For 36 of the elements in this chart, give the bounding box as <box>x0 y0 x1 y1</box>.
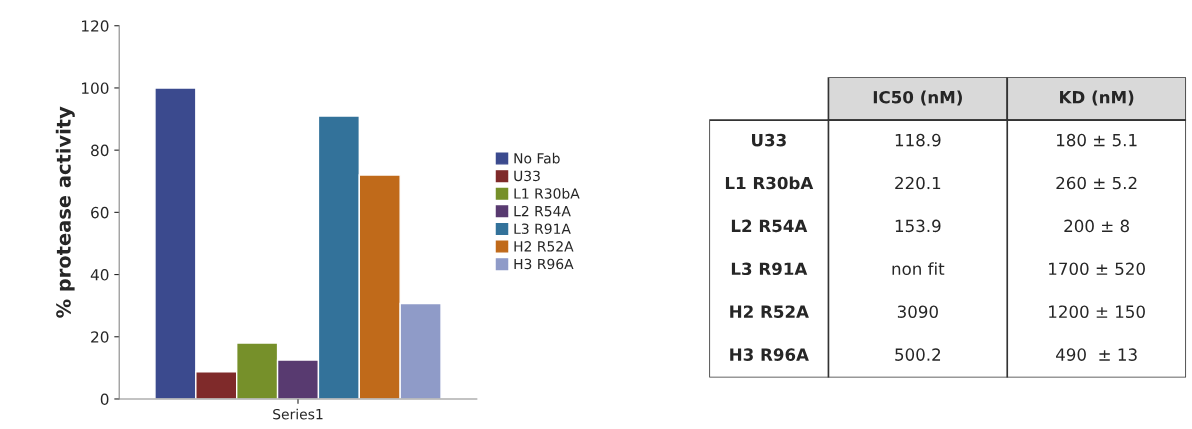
legend-label: L1 R30bA <box>514 188 580 199</box>
y-tick-label: 40 <box>90 269 109 281</box>
text: 260 ± 5.2 <box>1056 176 1137 190</box>
text: 220.1 <box>895 176 941 190</box>
legend-label: No Fab <box>514 152 560 164</box>
text: 500.2 <box>895 348 941 361</box>
y-tick-label: 120 <box>81 20 109 32</box>
category-label: L1 R30bA <box>725 176 814 190</box>
y-tick-label: 0 <box>100 393 109 405</box>
text: 490 ± 13 <box>1056 348 1137 361</box>
category-label: IC50 (nM) <box>873 90 962 106</box>
y-axis-title: % protease activity <box>55 106 75 318</box>
category-label: H3 R96A <box>730 348 809 361</box>
category-label: U33 <box>752 133 786 147</box>
text: 200 ± 8 <box>1064 219 1129 233</box>
text: 1700 ± 520 <box>1049 262 1145 276</box>
y-tick-label: 20 <box>91 331 109 343</box>
legend-label: L2 R54A <box>514 205 571 217</box>
y-tick-label: 80 <box>91 144 109 157</box>
text: 1200 ± 150 <box>1049 305 1145 319</box>
y-tick-label: 60 <box>91 206 109 219</box>
category-label: L2 R54A <box>731 219 808 233</box>
legend-label: H2 R52A <box>514 241 574 252</box>
text: 3090 <box>897 305 938 319</box>
category-label: H2 R52A <box>730 305 809 319</box>
y-tick-label: 100 <box>81 82 109 94</box>
text: 153.9 <box>895 219 941 233</box>
text: 118.9 <box>895 133 941 147</box>
text: 180 ± 5.1 <box>1057 133 1137 147</box>
legend-label: H3 R96A <box>514 258 574 270</box>
x-tick-label: Series1 <box>273 408 323 420</box>
category-label: L3 R91A <box>731 262 808 276</box>
legend-label: U33 <box>514 170 540 182</box>
text: non fit <box>892 262 945 276</box>
legend-label: L3 R91A <box>514 223 571 234</box>
category-label: KD (nM) <box>1060 90 1134 106</box>
